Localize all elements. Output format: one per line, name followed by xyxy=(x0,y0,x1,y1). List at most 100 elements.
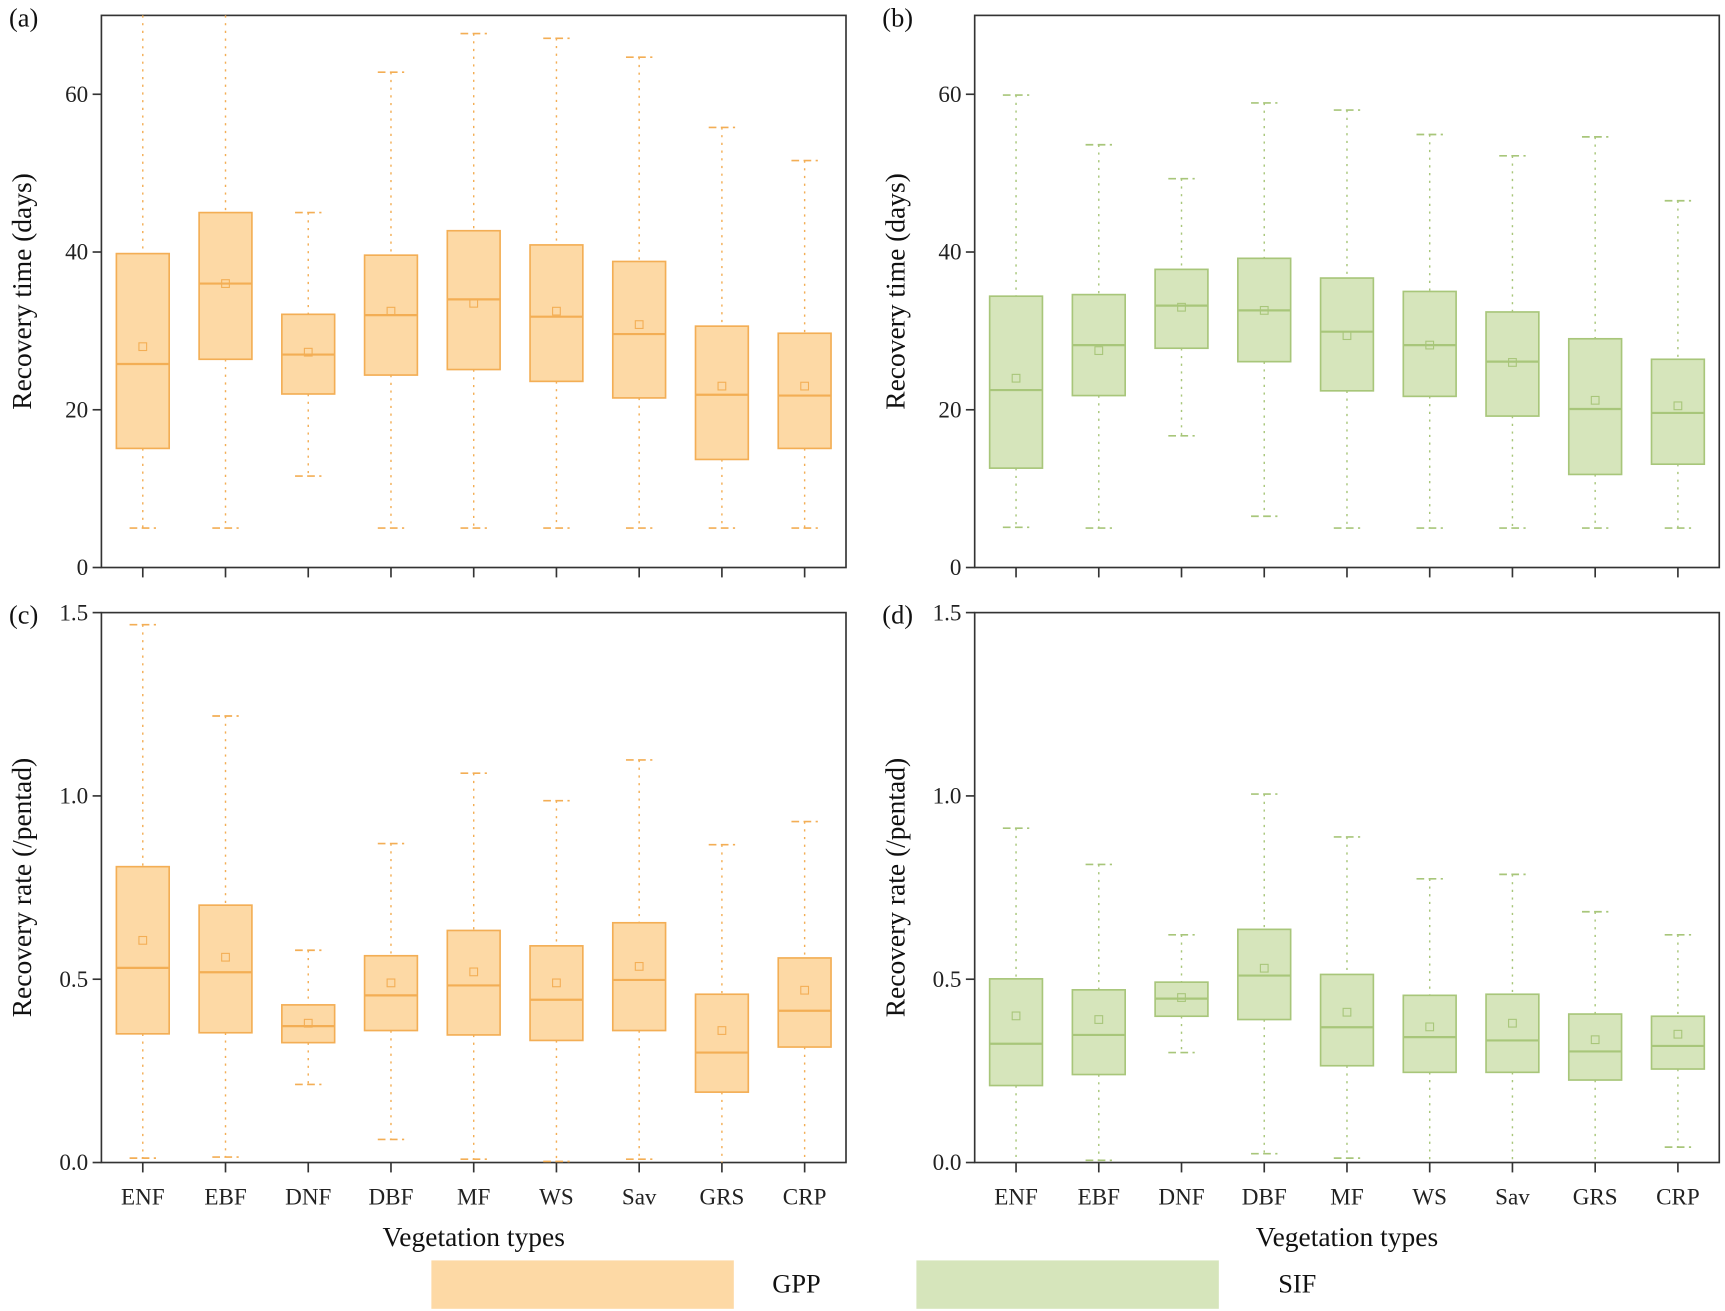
y-tick-label: 1.0 xyxy=(933,783,962,809)
y-axis-label: Recovery time (days) xyxy=(7,173,37,410)
box-DNF xyxy=(1154,177,1209,437)
iqr-box xyxy=(1650,358,1706,466)
mean-marker xyxy=(1425,1022,1435,1032)
y-tick-label: 40 xyxy=(65,239,88,265)
x-tick-label: WS xyxy=(1412,1183,1447,1209)
mean-marker xyxy=(1590,395,1600,405)
mean-marker xyxy=(1673,1029,1683,1039)
box-DBF xyxy=(363,71,419,529)
box-GRS xyxy=(1567,910,1623,1163)
iqr-box xyxy=(1237,928,1292,1021)
mean-marker xyxy=(1094,346,1104,356)
box-DBF xyxy=(1237,102,1292,518)
box-WS xyxy=(1402,133,1457,529)
mean-marker xyxy=(800,985,810,995)
x-tick-label: DBF xyxy=(1242,1183,1287,1209)
x-tick-label: EBF xyxy=(204,1183,246,1209)
iqr-box xyxy=(611,260,667,399)
iqr-box xyxy=(198,904,253,1034)
mean-marker xyxy=(1011,373,1021,383)
panel-a: (a) 0 20 40 60 Recovery time (days) xyxy=(7,2,847,580)
iqr-box xyxy=(529,244,584,383)
box-DBF xyxy=(363,842,419,1141)
iqr-box xyxy=(1319,973,1375,1067)
box-WS xyxy=(529,799,584,1163)
mean-marker xyxy=(386,306,396,316)
mean-marker xyxy=(634,320,644,329)
mean-marker xyxy=(138,342,148,352)
box-DBF xyxy=(1237,793,1292,1155)
x-tick-label: Sav xyxy=(622,1183,657,1209)
mean-marker xyxy=(1259,305,1269,315)
panel-label: (c) xyxy=(9,600,38,630)
mean-marker xyxy=(1673,401,1683,411)
box-DNF xyxy=(281,949,336,1086)
mean-marker xyxy=(221,952,230,962)
box-GRS xyxy=(694,126,750,529)
mean-marker xyxy=(552,978,561,988)
box-GRS xyxy=(1567,136,1623,529)
panel-label: (a) xyxy=(9,2,38,32)
x-tick-label: Sav xyxy=(1495,1183,1530,1209)
box-MF xyxy=(446,32,501,529)
legend-label-gpp: GPP xyxy=(772,1268,820,1298)
box-CRP xyxy=(1650,934,1706,1148)
mean-marker xyxy=(1177,302,1186,312)
panel-label: (b) xyxy=(882,2,913,32)
x-axis-label: Vegetation types xyxy=(1256,1222,1438,1252)
iqr-box xyxy=(988,978,1044,1087)
mean-marker xyxy=(1259,963,1269,973)
box-GRS xyxy=(694,843,750,1163)
mean-marker xyxy=(386,978,396,988)
legend: GPP SIF xyxy=(431,1260,1316,1309)
iqr-box xyxy=(1567,1013,1623,1081)
iqr-box xyxy=(446,929,501,1036)
iqr-box xyxy=(1485,311,1540,417)
mean-marker xyxy=(138,935,148,945)
box-WS xyxy=(1402,877,1457,1163)
y-tick-label: 40 xyxy=(938,239,961,265)
box-CRP xyxy=(1650,199,1706,529)
y-tick-label: 1.0 xyxy=(59,783,88,809)
y-axis-label: Recovery time (days) xyxy=(880,173,910,410)
iqr-box xyxy=(1154,268,1209,350)
mean-marker xyxy=(1425,340,1435,350)
x-tick-label: ENF xyxy=(121,1183,165,1209)
x-tick-label: DNF xyxy=(1158,1183,1204,1209)
y-tick-label: 0 xyxy=(950,554,962,580)
x-tick-label: WS xyxy=(539,1183,574,1209)
box-EBF xyxy=(198,715,253,1158)
box-ENF xyxy=(115,15,171,529)
iqr-box xyxy=(777,332,832,450)
box-Sav xyxy=(611,759,667,1161)
box-ENF xyxy=(988,94,1044,529)
iqr-box xyxy=(115,865,171,1035)
mean-marker xyxy=(469,298,479,308)
mean-marker xyxy=(1342,1007,1352,1017)
x-tick-label: ENF xyxy=(994,1183,1038,1209)
panel-label: (d) xyxy=(882,600,913,630)
box-EBF xyxy=(198,15,253,529)
y-axis-label: Recovery rate (/pentad) xyxy=(7,758,37,1017)
box-DNF xyxy=(1154,934,1209,1054)
legend-swatch-gpp xyxy=(431,1260,734,1309)
panel-c: (c) 0.0 0.5 1.0 1.5 Recovery rate (/pentad) EN… xyxy=(7,599,847,1252)
box-DNF xyxy=(281,211,336,477)
y-tick-label: 20 xyxy=(938,396,961,422)
x-tick-label: MF xyxy=(457,1183,490,1209)
box-CRP xyxy=(777,159,832,529)
box-Sav xyxy=(1485,154,1540,529)
legend-swatch-sif xyxy=(916,1260,1219,1309)
y-tick-label: 0.0 xyxy=(59,1149,88,1175)
box-ENF xyxy=(988,827,1044,1163)
x-tick-label: EBF xyxy=(1078,1183,1120,1209)
box-EBF xyxy=(1071,143,1127,529)
iqr-box xyxy=(1650,1015,1706,1070)
y-tick-label: 1.5 xyxy=(59,599,88,625)
iqr-box xyxy=(611,921,667,1032)
mean-marker xyxy=(1011,1011,1021,1021)
iqr-box xyxy=(1071,989,1127,1076)
box-ENF xyxy=(115,623,171,1159)
mean-marker xyxy=(221,279,230,288)
